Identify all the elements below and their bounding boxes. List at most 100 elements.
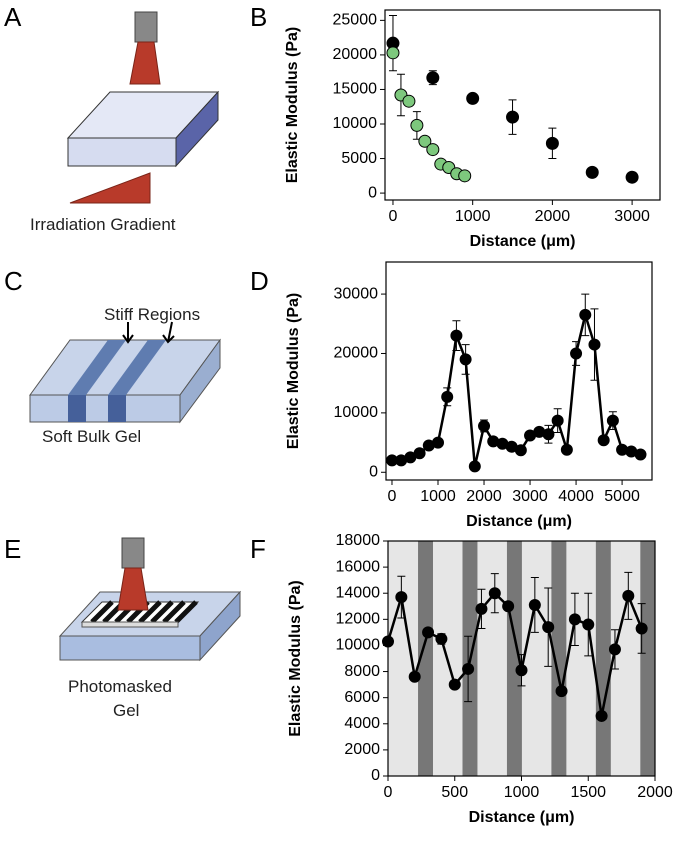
x-tick-label: 5000 <box>604 488 640 505</box>
gel-front <box>59 635 201 661</box>
data-point <box>408 670 421 683</box>
slab-front <box>67 137 177 167</box>
stiff-front <box>68 395 86 422</box>
y-tick-label: 8000 <box>344 663 380 680</box>
chart: 0 5000 10000 15000 20000 25000 0 1000 2000 3000 Di… <box>284 9 661 250</box>
data-point <box>579 308 592 321</box>
data-point <box>426 143 440 157</box>
data-point <box>441 390 454 403</box>
data-point <box>595 709 608 722</box>
y-tick-label: 2000 <box>344 741 380 758</box>
y-axis-label: Elastic Modulus (Pa) <box>284 27 301 183</box>
data-point <box>435 632 448 645</box>
data-point <box>608 643 621 656</box>
data-point <box>502 600 515 613</box>
chart: 0200040006000800010000120001400016000180… <box>287 532 673 826</box>
data-point <box>585 165 599 179</box>
data-point <box>588 338 601 351</box>
y-tick-label: 15000 <box>333 81 378 98</box>
y-tick-label: 0 <box>371 767 380 784</box>
data-point <box>475 602 488 615</box>
data-point <box>528 598 541 611</box>
data-point <box>468 460 481 473</box>
data-point <box>622 589 635 602</box>
data-point <box>634 448 647 461</box>
data-point <box>542 428 555 441</box>
arrow <box>162 321 175 344</box>
y-tick-label: 20000 <box>333 46 378 63</box>
data-point <box>478 419 491 432</box>
y-axis-label: Elastic Modulus (Pa) <box>287 580 304 736</box>
data-point <box>506 110 520 124</box>
data-point <box>625 170 639 184</box>
data-point <box>635 622 648 635</box>
x-tick-label: 1000 <box>420 488 456 505</box>
diagram-label: Soft Bulk Gel <box>42 427 141 446</box>
y-tick-label: 20000 <box>334 345 379 362</box>
y-tick-label: 16000 <box>336 558 381 575</box>
y-tick-label: 10000 <box>333 115 378 132</box>
y-tick-label: 4000 <box>344 715 380 732</box>
y-tick-label: 0 <box>369 463 378 480</box>
x-tick-label: 1500 <box>570 784 606 801</box>
x-tick-label: 500 <box>441 784 468 801</box>
x-tick-label: 1000 <box>504 784 540 801</box>
data-point <box>450 329 463 342</box>
y-tick-label: 12000 <box>336 611 381 628</box>
stiff-front <box>108 395 126 422</box>
mask-band <box>551 541 567 776</box>
data-point <box>582 618 595 631</box>
data-point <box>432 436 445 449</box>
x-tick-label: 2000 <box>535 208 571 225</box>
data-point <box>459 353 472 366</box>
mask-edge <box>81 621 179 628</box>
diagram-label: Stiff Regions <box>104 305 200 324</box>
data-point <box>515 664 528 677</box>
diagram-a: Irradiation Gradient <box>30 11 220 234</box>
panel-label: F <box>250 534 266 564</box>
y-tick-label: 10000 <box>336 637 381 654</box>
x-tick-label: 3000 <box>614 208 650 225</box>
data-point <box>555 685 568 698</box>
data-point <box>560 443 573 456</box>
x-axis-label: Distance (μm) <box>466 513 572 530</box>
data-point <box>597 434 610 447</box>
x-tick-label: 0 <box>388 488 397 505</box>
panel-label: D <box>250 266 269 296</box>
data-point <box>458 169 472 183</box>
data-point <box>410 118 424 132</box>
x-tick-label: 0 <box>389 208 398 225</box>
stiff-top <box>68 340 126 395</box>
x-tick-label: 0 <box>384 784 393 801</box>
panel-label: B <box>250 2 267 32</box>
mask-band <box>506 541 522 776</box>
gradient-wedge <box>69 172 151 204</box>
data-point <box>551 414 564 427</box>
y-axis-label: Elastic Modulus (Pa) <box>285 293 302 449</box>
data-point <box>542 621 555 634</box>
x-tick-label: 4000 <box>558 488 594 505</box>
objective <box>134 11 158 43</box>
data-point <box>466 91 480 105</box>
data-point <box>386 46 400 60</box>
y-tick-label: 10000 <box>334 404 379 421</box>
data-point <box>418 134 432 148</box>
beam <box>117 567 149 611</box>
data-point <box>422 626 435 639</box>
panel-label: A <box>4 2 22 32</box>
y-tick-label: 18000 <box>336 532 381 549</box>
x-tick-label: 3000 <box>512 488 548 505</box>
mask-band <box>595 541 611 776</box>
y-tick-label: 25000 <box>333 12 378 29</box>
data-point <box>395 591 408 604</box>
panel-label: E <box>4 534 21 564</box>
diagram-label: Gel <box>113 701 139 720</box>
data-point <box>568 613 581 626</box>
x-axis-label: Distance (μm) <box>469 809 575 826</box>
y-tick-label: 14000 <box>336 584 381 601</box>
chart: 0 10000 20000 30000 0 1000 2000 3000 4000 5000 Dis… <box>285 261 653 530</box>
mask-band <box>640 541 655 776</box>
x-axis-label: Distance (μm) <box>470 233 576 250</box>
gel-front <box>29 394 181 423</box>
